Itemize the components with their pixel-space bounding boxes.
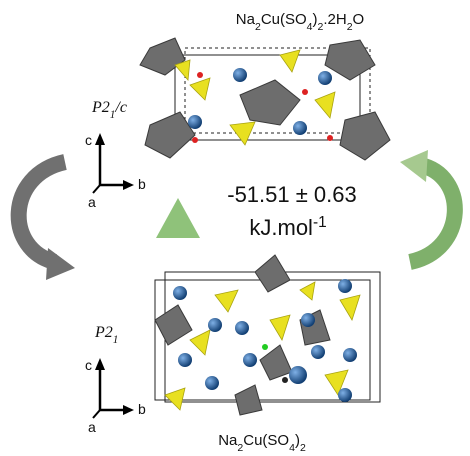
text-part: P2 [94, 324, 113, 341]
bottom-crystal-structure [154, 254, 381, 416]
bottom-space-group: P21 [94, 324, 118, 346]
text-part: Cu(SO [261, 11, 307, 28]
axis-label: b [138, 401, 146, 417]
text-part: 1 [110, 109, 116, 121]
text-part: 2 [300, 442, 306, 454]
text-part: ) [313, 11, 318, 28]
text-part: -1 [313, 214, 327, 231]
text-part: P2 [91, 99, 110, 116]
bottom-formula: Na2Cu(SO4)2 [218, 432, 306, 454]
text-part: 2 [347, 21, 353, 33]
left-arrow [10, 154, 75, 280]
axis-label: a [88, 419, 96, 435]
text-part: Na [236, 11, 256, 28]
text-part: Na [218, 432, 238, 449]
text-part: ) [295, 432, 300, 449]
text-part: Cu(SO [243, 432, 289, 449]
energy-value: -51.51 ± 0.63 [227, 182, 357, 207]
top-crystal-structure [139, 37, 391, 161]
text-part: 2 [237, 442, 243, 454]
top-formula: Na2Cu(SO4)2.2H2O [236, 11, 364, 33]
text-part: O [353, 11, 365, 28]
axis-label: b [138, 176, 146, 192]
text-part: 2 [255, 21, 261, 33]
bottom-axes [92, 358, 134, 419]
axis-label: c [85, 132, 92, 148]
top-axes [92, 133, 134, 194]
axis-label: c [85, 357, 92, 373]
text-part: 4 [289, 442, 295, 454]
text-part: 4 [307, 21, 313, 33]
text-part: .2H [323, 11, 346, 28]
top-space-group: P21/c [91, 99, 127, 121]
delta-symbol [156, 198, 200, 238]
text-part: kJ.mol [249, 215, 313, 240]
text-part: 2 [318, 21, 324, 33]
text-part: /c [114, 99, 127, 116]
energy-unit: kJ.mol-1 [249, 214, 326, 241]
axis-label: a [88, 194, 96, 210]
right-arrow [400, 150, 463, 270]
text-part: 1 [113, 334, 119, 346]
